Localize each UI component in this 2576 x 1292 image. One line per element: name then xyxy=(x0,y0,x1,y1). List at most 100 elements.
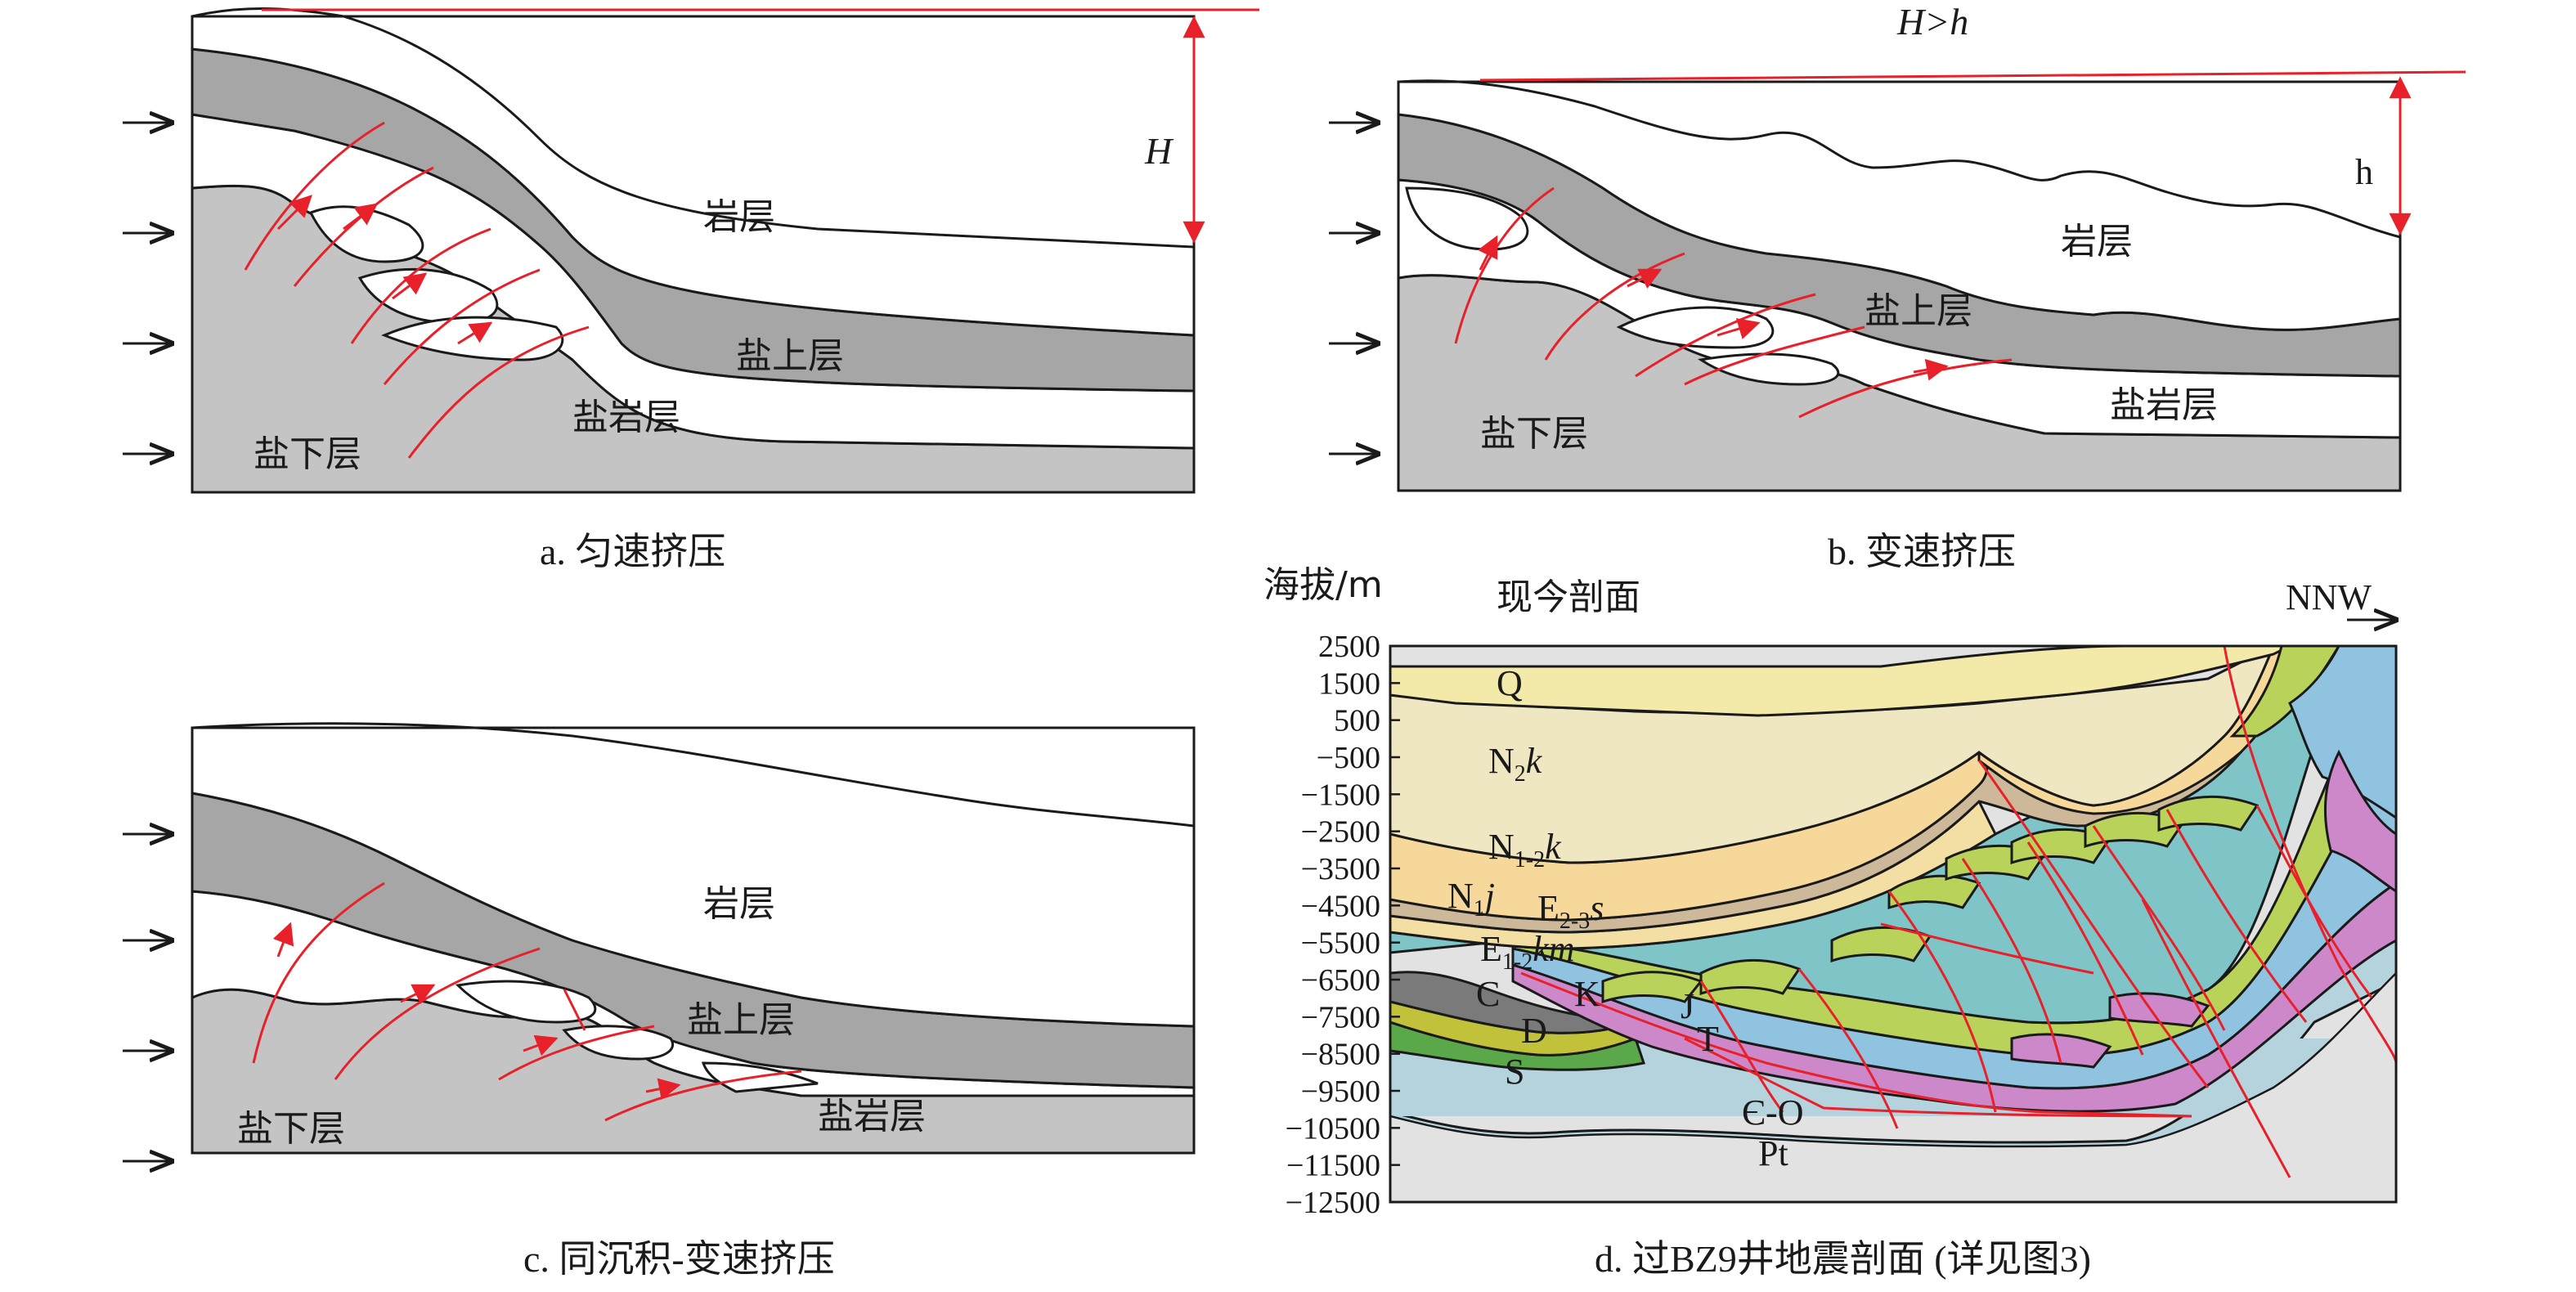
stratum-label-K: K xyxy=(1574,974,1600,1014)
y-tick-label: −7500 xyxy=(1301,1000,1380,1034)
y-tick-label: 1500 xyxy=(1318,666,1380,701)
thrust-fault xyxy=(1699,980,1784,1113)
rock-label: 岩层 xyxy=(2061,221,2133,262)
thrust-fault xyxy=(1684,325,1865,386)
stratum-label-Pt: Pt xyxy=(1758,1133,1788,1173)
fault-slip-arrow xyxy=(1478,235,1498,271)
K-sliver xyxy=(2157,795,2260,832)
thrust-fault xyxy=(1635,293,1816,378)
section-title: 现今剖面 xyxy=(1497,576,1640,618)
y-tick-label: −11500 xyxy=(1286,1149,1380,1183)
panel-frame xyxy=(1397,80,2402,492)
thrust-fault xyxy=(2026,841,2144,1056)
fault-slip-arrow xyxy=(392,272,428,300)
stratum-label-Q: Q xyxy=(1497,663,1523,703)
supra-salt-label: 盐上层 xyxy=(1865,290,1972,332)
y-tick-label: −5500 xyxy=(1301,926,1380,961)
fault-slip-arrow xyxy=(1627,268,1663,289)
stratum-label-J: J xyxy=(1681,986,1694,1026)
y-tick-label: −2500 xyxy=(1301,815,1380,850)
decollement xyxy=(1684,1037,2192,1118)
salt-pocket xyxy=(562,1025,674,1061)
fault-slip-arrow xyxy=(276,195,312,231)
stratum-Pt-top xyxy=(1390,971,2396,1202)
stratum-label-E12km: E1-2km xyxy=(1480,929,1575,975)
panel-a: H 岩层 盐上层 盐岩层 盐下层 a. 匀速挤压 xyxy=(123,7,1259,572)
y-tick-label: −9500 xyxy=(1301,1074,1380,1109)
fault-splay xyxy=(1880,922,2094,975)
direction-label: NNW xyxy=(2286,577,2372,617)
fault-slip-arrow xyxy=(457,321,493,345)
thrust-fault xyxy=(383,268,541,385)
panel-frame xyxy=(191,15,1196,494)
y-tick-label: −500 xyxy=(1317,741,1380,775)
reference-line xyxy=(1479,70,2466,82)
thrust-fault xyxy=(252,882,385,1064)
salt-pocket xyxy=(1405,186,1529,251)
caption-d: d. 过BZ9井地震剖面 (详见图3) xyxy=(1595,1238,2091,1280)
y-tick-label: −12500 xyxy=(1286,1186,1380,1220)
panel-d: 海拔/m 现今剖面 NNW xyxy=(1263,564,2396,1280)
thrust-fault xyxy=(1798,358,2013,419)
caption-c: c. 同沉积-变速挤压 xyxy=(523,1238,835,1280)
sub-salt-label: 盐下层 xyxy=(237,1108,345,1150)
height-comparison: H>h xyxy=(1896,1,1968,43)
salt-pocket xyxy=(455,980,597,1024)
rock-layer xyxy=(191,7,1196,337)
thrust-fault xyxy=(1544,252,1685,361)
thrust-fault xyxy=(1961,858,2062,1064)
stratum-label-N2k: N2k xyxy=(1488,741,1543,787)
rock-layer xyxy=(191,722,1196,1028)
y-tick-label: −4500 xyxy=(1301,889,1380,923)
stratum-label-C: C xyxy=(1476,974,1500,1014)
height-label: h xyxy=(2355,152,2373,192)
stratum-label-D: D xyxy=(1521,1011,1547,1051)
thrust-fault xyxy=(2141,899,2291,1178)
thrust-fault xyxy=(407,325,590,459)
thrust-fault xyxy=(2255,805,2373,998)
fault-slip-arrow xyxy=(400,984,436,1004)
rock-label: 岩层 xyxy=(703,883,775,925)
salt-label: 盐岩层 xyxy=(2110,384,2218,426)
T-sliver xyxy=(2108,992,2210,1028)
fault-slip-arrow xyxy=(343,203,379,231)
y-tick-label: −3500 xyxy=(1301,852,1380,886)
supra-salt-label: 盐上层 xyxy=(736,335,844,377)
thrust-fault xyxy=(244,121,385,271)
sub-salt-label: 盐下层 xyxy=(1480,413,1588,455)
panel-b: h H>h 岩层 盐上层 盐岩层 盐下层 b. 变速挤压 xyxy=(1329,1,2466,572)
stratum-label-T: T xyxy=(1697,1019,1719,1059)
thrust-fault xyxy=(334,947,541,1080)
y-tick-label: −8500 xyxy=(1301,1038,1380,1072)
seismic-section xyxy=(1390,646,2396,1202)
thrust-fault xyxy=(1977,760,2210,1088)
caption-b: b. 变速挤压 xyxy=(1828,531,2016,572)
K-sliver xyxy=(1699,958,1802,996)
rock-label: 岩层 xyxy=(703,196,775,238)
panel-frame xyxy=(191,726,1196,1155)
y-tick-label: −6500 xyxy=(1301,963,1380,998)
K-sliver xyxy=(1601,971,1703,1004)
T-sliver xyxy=(2010,1033,2112,1069)
thrust-fault xyxy=(498,1025,655,1081)
y-tick-label: 2500 xyxy=(1318,630,1380,664)
stratum-label-CmO: Є-O xyxy=(1742,1092,1803,1133)
stratum-J-east xyxy=(2288,646,2396,819)
fault-slip-arrow xyxy=(272,922,294,958)
salt-label: 盐岩层 xyxy=(572,397,680,438)
stratum-label-N1j: N1j xyxy=(1447,876,1495,922)
supra-salt-label: 盐上层 xyxy=(687,999,795,1041)
rock-layer xyxy=(1397,79,2402,331)
y-tick-label: 500 xyxy=(1334,704,1380,738)
sub-salt-label: 盐下层 xyxy=(254,433,361,475)
y-axis-label: 海拔/m xyxy=(1263,564,1383,606)
y-tick-label: −10500 xyxy=(1286,1111,1380,1146)
section-frame xyxy=(1389,644,2398,1204)
y-tick-label: −1500 xyxy=(1301,778,1380,812)
y-axis: 25001500500−500−1500−2500−3500−4500−5500… xyxy=(1286,630,1400,1220)
K-sliver xyxy=(1887,874,1981,910)
stratum-Q xyxy=(1390,646,2291,717)
thrust-fault xyxy=(1797,968,1899,1129)
stratum-T-east xyxy=(2323,749,2396,893)
fault-slip-arrow xyxy=(645,1078,681,1101)
